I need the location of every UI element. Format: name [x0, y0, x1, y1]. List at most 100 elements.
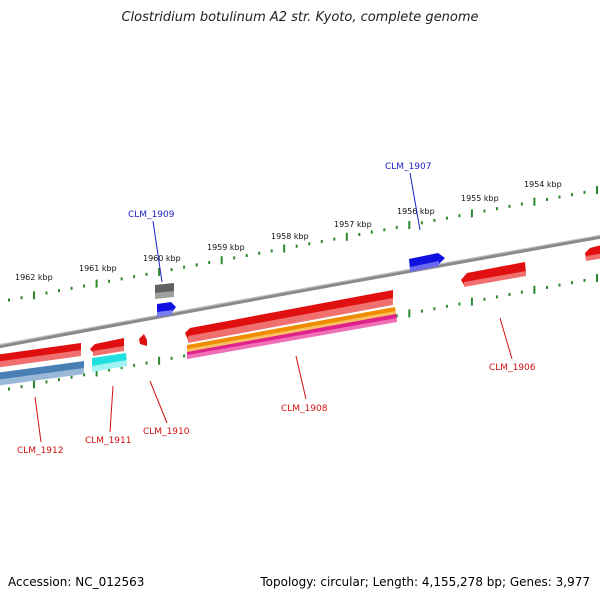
inner-ruler-tick — [108, 368, 111, 372]
inner-ruler-tick — [33, 380, 35, 389]
outer-ruler-tick — [383, 228, 386, 232]
inner-ruler-tick — [170, 356, 173, 360]
inner-ruler-tick — [458, 302, 461, 306]
kbp-label-1961: 1961 kbp — [79, 264, 117, 273]
outer-ruler-tick — [308, 242, 311, 246]
leader-clm-1907 — [409, 172, 421, 231]
outer-ruler-tick — [108, 279, 111, 283]
outer-ruler-tick — [320, 240, 323, 243]
outer-ruler-tick — [283, 244, 286, 253]
gene-clm-1912-red[interactable] — [0, 343, 81, 368]
outer-ruler-tick — [20, 296, 23, 300]
outer-ruler-tick — [58, 289, 60, 293]
outer-ruler-tick — [183, 265, 186, 269]
outer-ruler-tick — [370, 230, 373, 234]
gene-label-clm-1907[interactable]: CLM_1907 — [385, 162, 431, 172]
outer-ruler-tick — [533, 197, 536, 206]
outer-ruler-tick — [571, 193, 573, 197]
leader-clm-1912 — [34, 396, 42, 443]
topology-text: Topology: circular; Length: 4,155,278 bp… — [260, 575, 590, 589]
inner-ruler-tick — [445, 304, 448, 308]
inner-ruler-tick — [470, 297, 473, 306]
genome-backbone — [0, 234, 600, 349]
outer-ruler-tick — [558, 195, 561, 199]
outer-ruler-tick — [596, 186, 598, 194]
leader-clm-1910 — [149, 380, 168, 424]
gene-clm-1912-steel[interactable] — [0, 361, 84, 386]
gene-clm-1908-red[interactable] — [185, 290, 393, 343]
inner-ruler-tick — [45, 380, 48, 384]
inner-ruler-tick — [420, 309, 423, 313]
outer-ruler-tick — [483, 209, 486, 213]
inner-ruler-tick — [520, 290, 523, 294]
inner-ruler-tick — [583, 278, 586, 282]
gene-label-clm-1909[interactable]: CLM_1909 — [128, 210, 175, 220]
outer-ruler-tick — [420, 221, 423, 225]
outer-ruler-tick — [8, 298, 10, 302]
outer-ruler-tick — [95, 279, 98, 288]
outer-ruler-tick — [133, 275, 136, 279]
inner-ruler-tick — [158, 356, 161, 365]
gene-label-clm-1911[interactable]: CLM_1911 — [85, 436, 131, 446]
inner-ruler-tick — [483, 297, 486, 301]
map-title: Clostridium botulinum A2 str. Kyoto, com… — [121, 10, 479, 25]
inner-ruler-tick — [495, 295, 498, 299]
kbp-label-1962: 1962 kbp — [15, 273, 53, 282]
outer-ruler-tick — [520, 202, 523, 206]
gene-clm-1909[interactable] — [155, 283, 174, 299]
inner-ruler-tick — [395, 314, 398, 318]
outer-ruler-tick — [233, 256, 236, 260]
outer-ruler-tick — [408, 221, 411, 230]
outer-ruler-tick — [495, 207, 498, 211]
gene-clm-1908-magenta[interactable] — [187, 314, 397, 359]
outer-ruler-tick — [208, 261, 211, 265]
inner-ruler-tick — [408, 309, 411, 318]
outer-ruler-tick — [270, 249, 273, 253]
outer-ruler-tick — [583, 190, 586, 194]
gene-clm-1907[interactable] — [409, 253, 445, 272]
outer-ruler-tick — [333, 237, 336, 241]
gene-label-clm-1908[interactable]: CLM_1908 — [281, 404, 328, 414]
outer-ruler-tick — [345, 232, 348, 241]
inner-ruler-tick — [133, 363, 136, 367]
inner-ruler-tick — [546, 285, 548, 289]
outer-ruler-tick — [470, 209, 473, 218]
gene-right-edge[interactable] — [585, 244, 600, 261]
gene-clm-1911-red[interactable] — [90, 338, 124, 356]
kbp-label-1956: 1956 kbp — [397, 207, 435, 216]
leader-clm-1908 — [295, 355, 307, 400]
outer-ruler-tick — [195, 263, 198, 267]
outer-ruler-tick — [33, 291, 35, 300]
accession-text: Accession: NC_012563 — [8, 575, 145, 589]
inner-ruler-tick — [596, 274, 598, 282]
kbp-label-1955: 1955 kbp — [461, 194, 499, 203]
outer-ruler-tick — [245, 254, 248, 257]
inner-ruler-tick — [120, 366, 123, 370]
kbp-label-1960: 1960 kbp — [143, 254, 181, 263]
genome-backbone-highlight — [0, 234, 600, 346]
inner-ruler-tick — [58, 378, 60, 382]
outer-ruler-tick — [70, 286, 73, 290]
gene-label-clm-1912[interactable]: CLM_1912 — [17, 446, 63, 456]
outer-ruler-tick — [508, 204, 511, 208]
kbp-label-1954: 1954 kbp — [524, 180, 562, 189]
outer-ruler-tick — [258, 251, 261, 255]
outer-ruler — [8, 186, 598, 302]
outer-ruler-tick — [83, 284, 86, 288]
inner-ruler-tick — [571, 281, 573, 285]
gene-label-clm-1906[interactable]: CLM_1906 — [489, 363, 536, 373]
gene-clm-1910[interactable] — [139, 334, 147, 346]
inner-ruler-tick — [558, 283, 561, 287]
gene-clm-1909-blue[interactable] — [157, 302, 176, 317]
inner-ruler-tick — [95, 368, 98, 377]
outer-ruler-tick — [445, 216, 448, 220]
outer-ruler-tick — [546, 197, 548, 201]
inner-ruler-tick — [145, 361, 148, 365]
outer-ruler-tick — [120, 277, 123, 281]
outer-ruler-tick — [395, 225, 398, 229]
outer-ruler-tick — [45, 291, 48, 295]
inner-ruler-tick — [83, 373, 86, 377]
gene-label-clm-1910[interactable]: CLM_1910 — [143, 427, 190, 437]
gene-clm-1911-cyan[interactable] — [92, 353, 127, 372]
gene-clm-1906[interactable] — [461, 262, 526, 287]
